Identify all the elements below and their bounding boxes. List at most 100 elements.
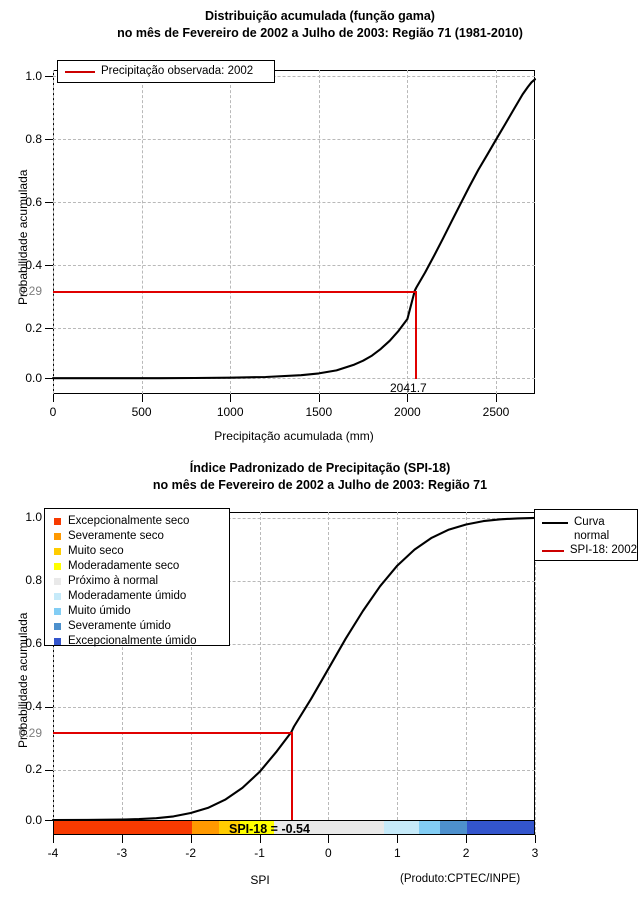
bottom-normal-curve: [51, 516, 537, 822]
top-xtick: [53, 394, 54, 402]
bottom-x-axis-label: SPI: [250, 873, 270, 887]
top-ytick-label: 1.0: [25, 69, 42, 83]
color-swatch-icon: [54, 638, 61, 645]
right-legend-curva-line1: Curva: [574, 516, 605, 528]
top-xtick-label: 2500: [482, 405, 510, 419]
top-xtick: [318, 394, 320, 402]
bottom-xtick-label: -4: [47, 846, 59, 860]
top-ytick-label: 0.4: [25, 258, 42, 272]
bottom-gridline-h: [53, 706, 535, 708]
top-gridline-h: [53, 76, 535, 78]
top-legend-label: Precipitação observada: 2002: [101, 64, 254, 77]
top-ytick-label: 0.0: [25, 371, 42, 385]
legend-item: Muito úmido: [45, 604, 229, 619]
bottom-gridline-v: [328, 512, 330, 835]
bottom-gridline-v: [259, 512, 261, 835]
legend-item: Severamente seco: [45, 529, 229, 544]
bottom-xtick-label: 3: [531, 846, 539, 860]
top-xtick-label: 2000: [394, 405, 421, 419]
bottom-ytick-label: 0.2: [25, 762, 42, 776]
bottom-ytick: [45, 820, 53, 821]
legend-item: Excepcionalmente seco: [45, 514, 229, 529]
top-gridline-h: [53, 265, 535, 266]
legend-item-label: Moderadamente seco: [68, 559, 180, 572]
legend-item-label: Severamente seco: [68, 529, 164, 542]
top-gamma-curve: [51, 78, 537, 380]
legend-item: Moderadamente seco: [45, 559, 229, 574]
colorbar-segment-exc-umido: [467, 821, 534, 834]
colorbar-segment-muito-seco: [219, 821, 240, 834]
top-y-axis-label: Probabilidade acumulada: [16, 169, 30, 305]
colorbar-segment-muito-umido: [418, 821, 440, 834]
bottom-marker-horizontal-line: [53, 732, 291, 735]
colorbar-segment-sev-umido: [439, 821, 468, 834]
bottom-y-axis-label: Probabilidade acumulada: [16, 612, 30, 748]
bottom-gridline-v: [535, 512, 536, 835]
bottom-ytick-label: 0.8: [25, 573, 42, 587]
bottom-gridline-v: [190, 512, 192, 835]
bottom-gridline-v: [53, 512, 54, 835]
bottom-ytick-label: 0.6: [25, 636, 42, 650]
bottom-ytick-label: 1.0: [25, 510, 42, 524]
bottom-ytick: [45, 769, 53, 771]
bottom-marker-y-label: 0.29: [18, 726, 42, 740]
legend-item-label: Próximo à normal: [68, 574, 159, 587]
top-xtick-label: 1500: [305, 405, 333, 419]
top-xtick-label: 500: [131, 405, 152, 419]
top-ytick-label: 0.8: [25, 132, 42, 146]
top-ytick: [45, 378, 53, 380]
bottom-gridline-v: [397, 512, 399, 835]
top-gridline-h: [53, 378, 535, 380]
top-ytick: [45, 202, 53, 204]
top-xtick: [230, 394, 232, 402]
top-gridline-v: [53, 70, 54, 394]
bottom-gridline-h: [53, 643, 535, 645]
right-legend-spi-label: SPI-18: 2002: [569, 544, 637, 556]
colorbar-segment-exc-seco: [54, 821, 192, 834]
top-gridline-v: [141, 70, 143, 394]
bottom-gridline-h: [53, 517, 535, 519]
bottom-gridline-v: [121, 512, 123, 835]
legend-item-label: Severamente úmido: [68, 619, 171, 632]
top-gridline-v: [230, 70, 232, 394]
bottom-marker-vertical-line: [291, 732, 294, 825]
top-ytick: [45, 76, 53, 78]
bottom-ytick-label: 0.4: [25, 699, 42, 713]
top-gridline-v: [407, 70, 409, 394]
bottom-xtick-label: 1: [393, 846, 401, 860]
top-xtick: [496, 394, 497, 402]
top-ytick: [45, 265, 53, 266]
bottom-xtick-label: -2: [185, 846, 197, 860]
top-gridline-v: [496, 70, 497, 394]
bottom-ytick-label: 0.0: [25, 813, 42, 827]
top-ytick: [45, 139, 53, 141]
legend-item-label: Excepcionalmente seco: [68, 514, 190, 527]
legend-item: Severamente úmido: [45, 619, 229, 634]
colorbar-segment-mod-seco: [239, 821, 275, 834]
top-ytick-label: 0.2: [25, 321, 42, 335]
bottom-gridline-v: [466, 512, 468, 835]
top-legend: Precipitação observada: 2002: [57, 60, 275, 83]
producer-credit: (Produto:CPTEC/INPE): [400, 873, 521, 885]
right-legend-curva-line2: normal: [574, 530, 610, 542]
spi-value-label: SPI-18 = -0.54: [229, 822, 310, 836]
bottom-category-legend: Excepcionalmente seco Severamente seco M…: [44, 508, 230, 646]
bottom-xtick: [259, 835, 261, 843]
bottom-chart-title-line1: Índice Padronizado de Precipitação (SPI-…: [189, 461, 451, 475]
legend-item: Próximo à normal: [45, 574, 229, 589]
top-xtick: [407, 394, 409, 402]
bottom-xtick: [190, 835, 192, 843]
bottom-xtick: [121, 835, 123, 843]
color-swatch-icon: [54, 593, 61, 600]
bottom-xtick-label: -1: [254, 846, 265, 860]
colorbar-segment-proximo-normal: [274, 821, 385, 834]
top-gridline-v: [318, 70, 320, 394]
top-gridline-h: [53, 139, 535, 141]
top-xtick-label: 0: [49, 405, 57, 419]
color-swatch-icon: [54, 533, 61, 540]
legend-item: Moderadamente úmido: [45, 589, 229, 604]
color-swatch-icon: [54, 623, 61, 630]
legend-item-label: Muito seco: [68, 544, 124, 557]
legend-line-icon: [65, 70, 95, 73]
